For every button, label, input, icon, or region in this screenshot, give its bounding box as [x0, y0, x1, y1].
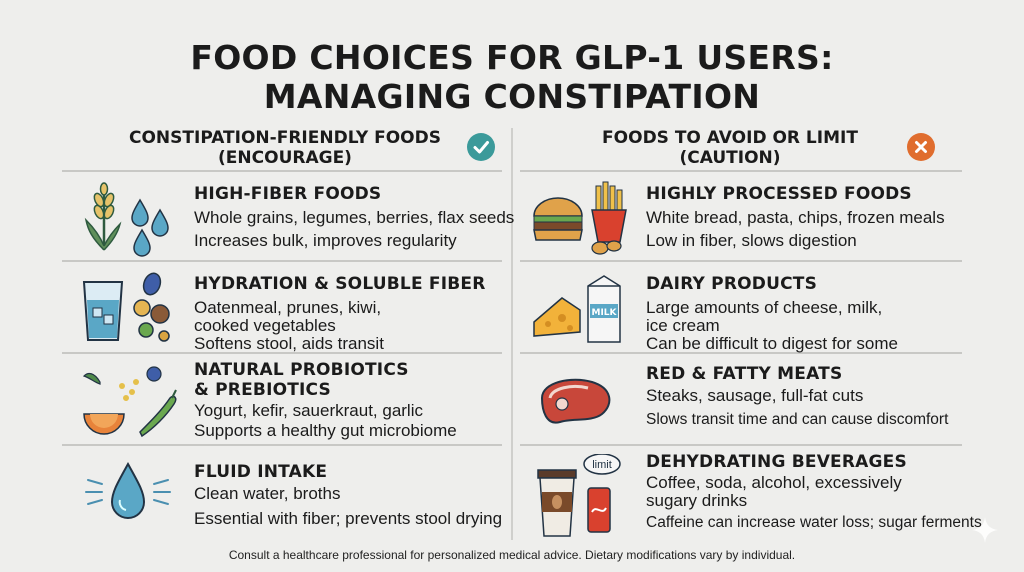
item-foods: Oatenmeal, prunes, kiwi, [194, 298, 382, 317]
divider [62, 170, 502, 172]
avoid-item-meats: RED & FATTY MEATS Steaks, sausage, full-… [532, 354, 972, 444]
divider [62, 352, 502, 354]
disclaimer-footer: Consult a healthcare professional for pe… [228, 548, 796, 562]
encourage-item-high-fiber: HIGH-FIBER FOODS Whole grains, legumes, … [80, 172, 514, 262]
item-benefit: Essential with fiber; prevents stool dry… [194, 509, 503, 528]
avoid-header-line-1: FOODS TO AVOID OR LIMIT [602, 128, 858, 148]
encourage-item-probiotics: NATURAL PROBIOTICS & PREBIOTICS Yogurt, … [80, 354, 510, 444]
fruits-vegetables-icon [80, 362, 180, 440]
divider [520, 260, 962, 262]
encourage-header-line-1: CONSTIPATION-FRIENDLY FOODS [129, 128, 441, 148]
item-foods: White bread, pasta, chips, frozen meals [646, 208, 945, 227]
item-title: HYDRATION & SOLUBLE FIBER [194, 274, 486, 294]
item-title: HIGHLY PROCESSED FOODS [646, 184, 912, 204]
item-effect: Can be difficult to digest for some [646, 334, 898, 353]
item-foods: Yogurt, kefir, sauerkraut, garlic [194, 401, 423, 420]
item-foods-cont: sugary drinks [646, 491, 748, 510]
divider [520, 170, 962, 172]
item-foods: Large amounts of cheese, milk, [646, 298, 883, 317]
divider [520, 444, 962, 446]
avoid-item-processed: HIGHLY PROCESSED FOODS White bread, past… [532, 172, 972, 262]
title-line-2: MANAGING CONSTIPATION [263, 77, 761, 116]
check-icon [467, 133, 495, 161]
encourage-item-hydration: HYDRATION & SOLUBLE FIBER Oatenmeal, pru… [80, 262, 510, 353]
item-foods-cont: cooked vegetables [194, 316, 336, 335]
item-effect: Low in fiber, slows digestion [646, 231, 857, 250]
column-divider [511, 128, 513, 540]
item-foods: Coffee, soda, alcohol, excessively [646, 473, 902, 492]
item-benefit: Softens stool, aids transit [194, 334, 384, 353]
item-foods: Steaks, sausage, full-fat cuts [646, 386, 864, 405]
encourage-column-header: CONSTIPATION-FRIENDLY FOODS (ENCOURAGE) [90, 128, 480, 170]
item-title: HIGH-FIBER FOODS [194, 184, 382, 204]
divider [520, 352, 962, 354]
item-title: DAIRY PRODUCTS [646, 274, 818, 294]
burger-fries-icon [532, 180, 632, 258]
avoid-item-beverages: limit DEHYDRATING BEVERAGES Coffee, soda… [532, 446, 982, 537]
item-effect: Slows transit time and can cause discomf… [646, 411, 949, 428]
avoid-column-header: FOODS TO AVOID OR LIMIT (CAUTION) [570, 128, 890, 170]
sparkle-icon [972, 517, 998, 543]
avoid-item-dairy: MILK DAIRY PRODUCTS Large amounts of che… [532, 262, 972, 353]
item-title: NATURAL PROBIOTICS [194, 360, 409, 380]
item-benefit: Supports a healthy gut microbiome [194, 421, 457, 440]
steak-icon [532, 362, 632, 440]
page-title: FOOD CHOICES FOR GLP-1 USERS: MANAGING C… [0, 38, 1024, 116]
divider [62, 260, 502, 262]
x-icon [907, 133, 935, 161]
item-benefit: Increases bulk, improves regularity [194, 231, 457, 250]
item-foods-cont: ice cream [646, 316, 720, 335]
wheat-and-water-drops-icon [80, 180, 180, 258]
avoid-header-line-2: (CAUTION) [679, 148, 781, 168]
speech-bubble-label: limit [592, 459, 612, 471]
encourage-item-fluid: FLUID INTAKE Clean water, broths Essenti… [80, 446, 510, 536]
divider [62, 444, 502, 446]
item-title: DEHYDRATING BEVERAGES [646, 452, 907, 472]
water-glass-and-fruits-icon [80, 270, 180, 348]
encourage-header-line-2: (ENCOURAGE) [218, 148, 352, 168]
milk-carton-label: MILK [591, 308, 617, 318]
item-foods: Clean water, broths [194, 484, 341, 503]
cheese-milk-icon: MILK [532, 270, 632, 348]
item-title: RED & FATTY MEATS [646, 364, 843, 384]
title-line-1: FOOD CHOICES FOR GLP-1 USERS: [190, 38, 834, 77]
item-title-cont: & PREBIOTICS [194, 380, 331, 400]
item-foods: Whole grains, legumes, berries, flax see… [194, 208, 515, 227]
water-drop-icon [80, 454, 180, 532]
coffee-soda-icon: limit [532, 453, 632, 537]
item-effect: Caffeine can increase water loss; sugar … [646, 514, 982, 531]
item-title: FLUID INTAKE [194, 462, 328, 482]
